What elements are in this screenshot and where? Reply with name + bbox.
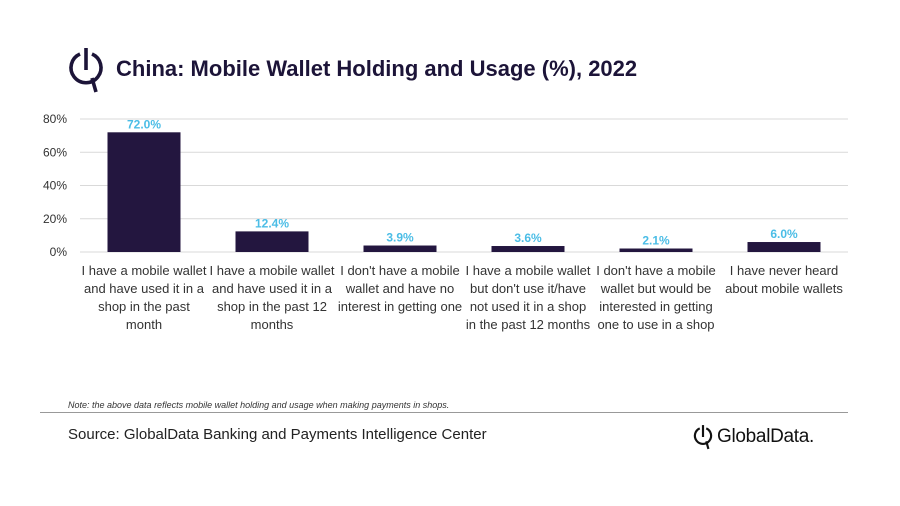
divider <box>40 412 848 413</box>
data-label: 3.9% <box>386 231 414 245</box>
x-tick-label: I have a mobile wallet and have used it … <box>209 263 335 332</box>
x-tick-label: I have never heard about mobile wallets <box>725 263 843 296</box>
bar <box>619 248 693 252</box>
globaldata-logo-icon <box>69 48 103 93</box>
chart-note: Note: the above data reflects mobile wal… <box>68 400 450 410</box>
y-tick-label: 60% <box>43 145 67 159</box>
bar <box>491 246 565 252</box>
data-label: 2.1% <box>642 234 670 248</box>
chart-title: China: Mobile Wallet Holding and Usage (… <box>116 56 638 81</box>
bar <box>107 132 181 252</box>
y-tick-label: 0% <box>50 245 68 259</box>
bar <box>363 245 437 252</box>
x-tick-label: I don't have a mobile wallet but would b… <box>596 263 716 332</box>
data-label: 3.6% <box>514 231 542 245</box>
bar <box>747 242 821 252</box>
brand-name: GlobalData. <box>717 426 815 447</box>
y-tick-label: 40% <box>43 179 67 193</box>
x-tick-label: I don't have a mobile wallet and have no… <box>337 263 463 314</box>
globaldata-logo-icon <box>693 425 713 450</box>
y-tick-label: 20% <box>43 212 67 226</box>
data-label: 72.0% <box>127 117 161 131</box>
data-label: 12.4% <box>255 216 289 230</box>
source-text: Source: GlobalData Banking and Payments … <box>68 426 487 443</box>
brand-logo: GlobalData. <box>692 424 814 450</box>
bar <box>235 231 309 252</box>
x-tick-label: I have a mobile wallet and have used it … <box>81 263 207 332</box>
y-tick-label: 80% <box>43 112 67 126</box>
bar-chart: 0% 20% 40% 60% 80% 72.0% 12.4% 3.9% 3.6% 2.1% 6.0% <box>43 112 848 259</box>
x-tick-label: I have a mobile wallet but don't use it/… <box>465 263 591 332</box>
data-label: 6.0% <box>770 227 798 241</box>
